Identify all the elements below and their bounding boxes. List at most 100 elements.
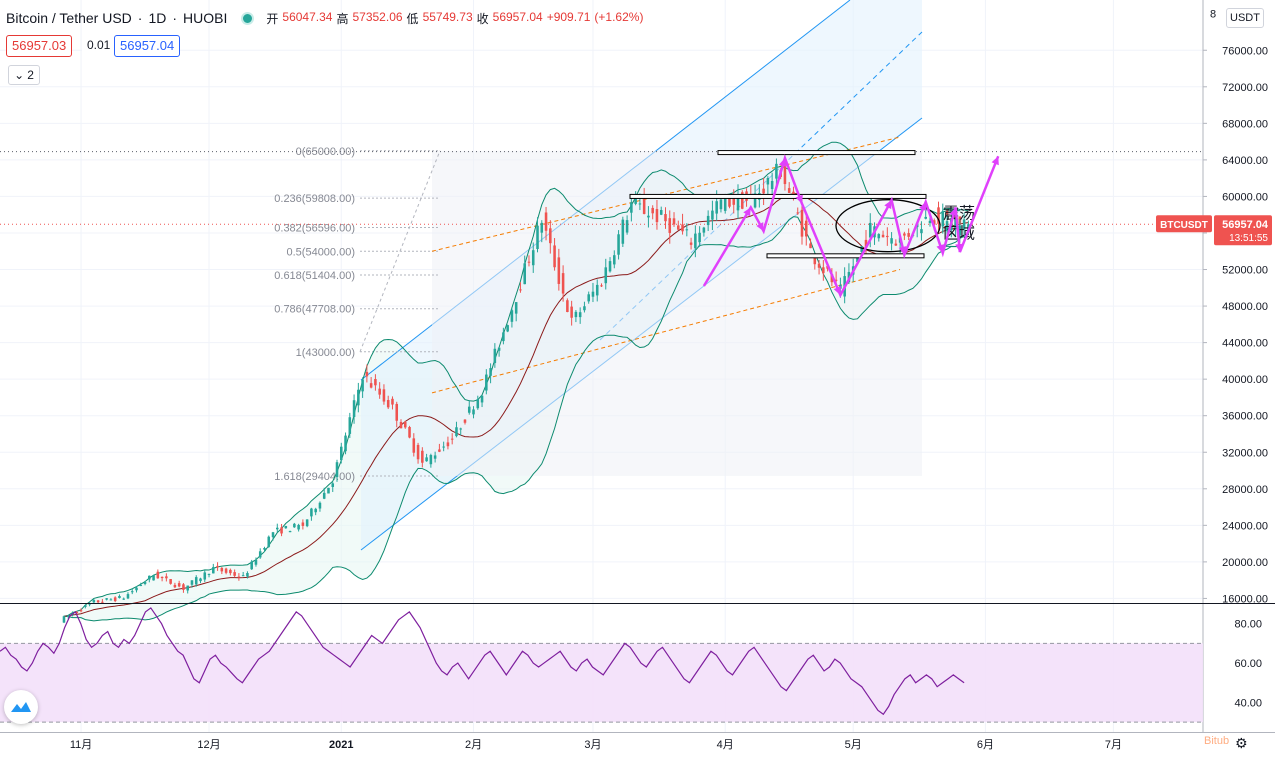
price-axis-label: 48000.00 <box>1222 301 1268 313</box>
candle-body <box>783 162 787 185</box>
candle-body <box>664 214 667 222</box>
candle-body <box>480 395 484 403</box>
interval[interactable]: 1D <box>148 10 167 26</box>
candle-body <box>634 198 637 204</box>
fib-trend-line <box>359 150 441 352</box>
tradingview-logo-icon[interactable] <box>4 690 38 724</box>
candle-body <box>519 289 522 291</box>
candle-body <box>361 379 364 392</box>
currency-selector[interactable]: USDT <box>1226 8 1264 28</box>
candle-body <box>378 388 381 395</box>
candle-body <box>830 273 834 283</box>
candle-body <box>322 492 326 499</box>
candle-body <box>233 572 236 576</box>
candle-body <box>822 267 825 274</box>
candle-body <box>630 202 633 213</box>
candle-body <box>165 576 168 579</box>
ohlc-values: 开 56047.34 高 57352.06 低 55749.73 收 56957.04 … <box>266 10 643 27</box>
fib-level-label: 0.5(54000.00) <box>287 246 356 258</box>
candle-body <box>711 210 714 220</box>
fib-level-label: 0.618(51404.00) <box>274 270 355 282</box>
candle-body <box>66 615 70 618</box>
candle-body <box>148 575 151 580</box>
fib-level-label: 0.786(47708.00) <box>274 304 355 316</box>
candle-body <box>604 267 608 284</box>
candle-body <box>621 219 625 244</box>
candle-body <box>706 215 710 226</box>
candle-body <box>954 218 957 229</box>
candle-body <box>527 261 531 263</box>
candle-body <box>339 446 343 461</box>
candle-body <box>220 567 224 572</box>
candle-body <box>677 225 680 230</box>
fib-level-label: 1.618(29404.00) <box>274 471 355 483</box>
rsi-axis-label: 40.00 <box>1234 697 1262 709</box>
candle-body <box>344 435 347 452</box>
candle-body <box>399 421 403 429</box>
projection-arrowhead <box>936 244 944 254</box>
candle-body <box>894 243 898 246</box>
change-value: +909.71 <box>546 9 591 24</box>
candle-body <box>681 224 684 232</box>
candle-body <box>881 234 885 238</box>
gear-icon[interactable]: ⚙ <box>1235 735 1248 751</box>
price-axis-label: 20000.00 <box>1222 557 1268 569</box>
candle-body <box>864 239 868 247</box>
candle-body <box>531 250 535 266</box>
candle-body <box>301 522 305 526</box>
projection-arrowhead <box>898 246 907 255</box>
time-axis-label: 4月 <box>717 739 734 751</box>
countdown-label: 13:51:55 <box>1229 233 1268 244</box>
candle-body <box>169 579 172 584</box>
sell-price-button[interactable]: 56957.03 <box>6 35 73 57</box>
candle-body <box>800 209 804 237</box>
candle-body <box>647 215 650 218</box>
high-value: 57352.06 <box>352 9 403 24</box>
candle-body <box>241 575 245 577</box>
candle-body <box>804 220 808 237</box>
candle-body <box>540 222 544 233</box>
candle-body <box>212 567 215 574</box>
close-value: 56957.04 <box>492 9 543 24</box>
candle-body <box>314 508 317 513</box>
buy-price-button[interactable]: 56957.04 <box>114 35 181 57</box>
candle-body <box>160 576 164 579</box>
indicator-count: 2 <box>27 68 34 82</box>
candle-body <box>868 222 872 238</box>
candle-body <box>574 311 578 318</box>
candle-body <box>246 573 249 577</box>
symbol-name[interactable]: Bitcoin / Tether USD <box>6 10 132 26</box>
candle-body <box>924 216 927 219</box>
projection-breakout-line <box>958 155 1000 253</box>
candle-body <box>651 207 654 214</box>
candle-body <box>182 584 185 590</box>
candle-body <box>694 233 697 249</box>
last-price-label: 56957.04 <box>1222 219 1269 231</box>
candle-body <box>331 483 335 487</box>
resistance-top-box <box>717 150 916 156</box>
candle-body <box>79 610 83 612</box>
candle-body <box>318 502 322 509</box>
candle-body <box>156 571 160 579</box>
candle-body <box>907 233 910 237</box>
candle-body <box>101 601 104 603</box>
candle-body <box>143 582 147 584</box>
candle-body <box>638 203 642 205</box>
candle-body <box>920 229 923 234</box>
candle-body <box>860 246 864 252</box>
candle-body <box>962 219 966 230</box>
candle-body <box>455 427 458 437</box>
price-axis-label: 28000.00 <box>1222 484 1268 496</box>
candle-body <box>327 487 330 494</box>
candle-body <box>412 438 416 453</box>
candle-body <box>753 193 757 208</box>
candle-body <box>425 457 428 462</box>
candle-body <box>288 531 292 533</box>
indicators-collapse-button[interactable]: ⌄ 2 <box>8 65 40 85</box>
candle-body <box>591 291 595 297</box>
candle-body <box>655 209 659 223</box>
candle-body <box>96 600 100 603</box>
candle-body <box>357 389 360 406</box>
